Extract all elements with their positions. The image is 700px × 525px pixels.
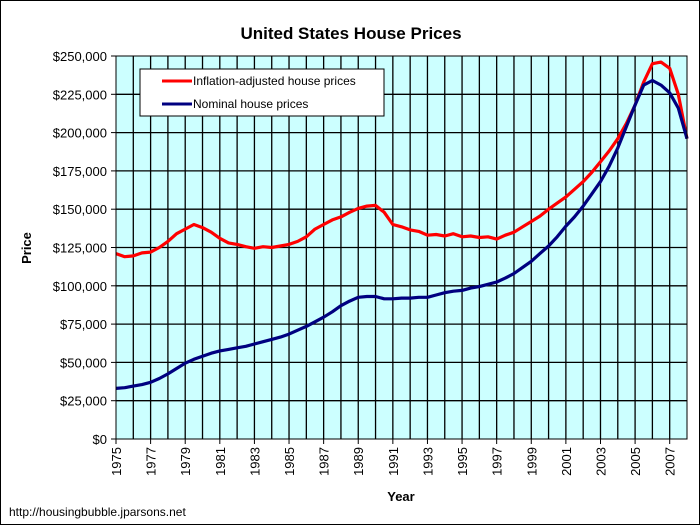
y-tick-label: $150,000 (53, 202, 107, 217)
series-line-inflation-adjusted (115, 60, 689, 259)
gridlines (116, 56, 687, 439)
x-tick-label: 1981 (213, 447, 228, 476)
y-tick-label: $175,000 (53, 164, 107, 179)
chart-title: United States House Prices (240, 24, 461, 43)
y-tick-label: $200,000 (53, 126, 107, 141)
plot-border (115, 55, 688, 440)
x-tick-label: 1979 (178, 447, 193, 476)
y-tick-label: $125,000 (53, 241, 107, 256)
x-tick-label: 1993 (420, 447, 435, 476)
y-axis-title: Price (19, 232, 34, 264)
x-tick-label: 2005 (628, 447, 643, 476)
x-axis-ticks: 1975 1977 1979 1981 1983 1985 1987 1989 1991 1993… (109, 439, 678, 476)
y-axis-ticks: $0 $25,000 $50,000 $75,000 $100,000 $125,000 $… (53, 49, 116, 447)
x-tick-label: 1983 (247, 447, 262, 476)
x-tick-label: 1985 (282, 447, 297, 476)
x-tick-label: 1999 (524, 447, 539, 476)
series-line-nominal (115, 78, 689, 390)
x-tick-label: 1987 (317, 447, 332, 476)
x-tick-label: 1989 (351, 447, 366, 476)
source-url: http://housingbubble.jparsons.net (9, 505, 186, 519)
x-tick-label: 1997 (490, 447, 505, 476)
x-tick-label: 2001 (559, 447, 574, 476)
x-tick-label: 2003 (593, 447, 608, 476)
x-tick-label: 2007 (663, 447, 678, 476)
legend-label-nominal: Nominal house prices (193, 97, 308, 111)
x-tick-label: 1991 (386, 447, 401, 476)
x-tick-label: 1995 (455, 447, 470, 476)
legend-label-inflation-adjusted: Inflation-adjusted house prices (193, 74, 356, 88)
y-tick-label: $25,000 (60, 394, 107, 409)
y-tick-label: $250,000 (53, 49, 107, 64)
x-tick-label: 1975 (109, 447, 124, 476)
y-tick-label: $50,000 (60, 355, 107, 370)
x-tick-label: 1977 (144, 447, 159, 476)
y-tick-label: $100,000 (53, 279, 107, 294)
legend-box (139, 68, 385, 117)
y-tick-label: $75,000 (60, 317, 107, 332)
series-lines (115, 60, 689, 390)
x-axis-title: Year (387, 489, 414, 504)
y-tick-label: $0 (93, 432, 107, 447)
legend: Inflation-adjusted house prices Nominal … (139, 68, 385, 117)
y-tick-label: $225,000 (53, 87, 107, 102)
